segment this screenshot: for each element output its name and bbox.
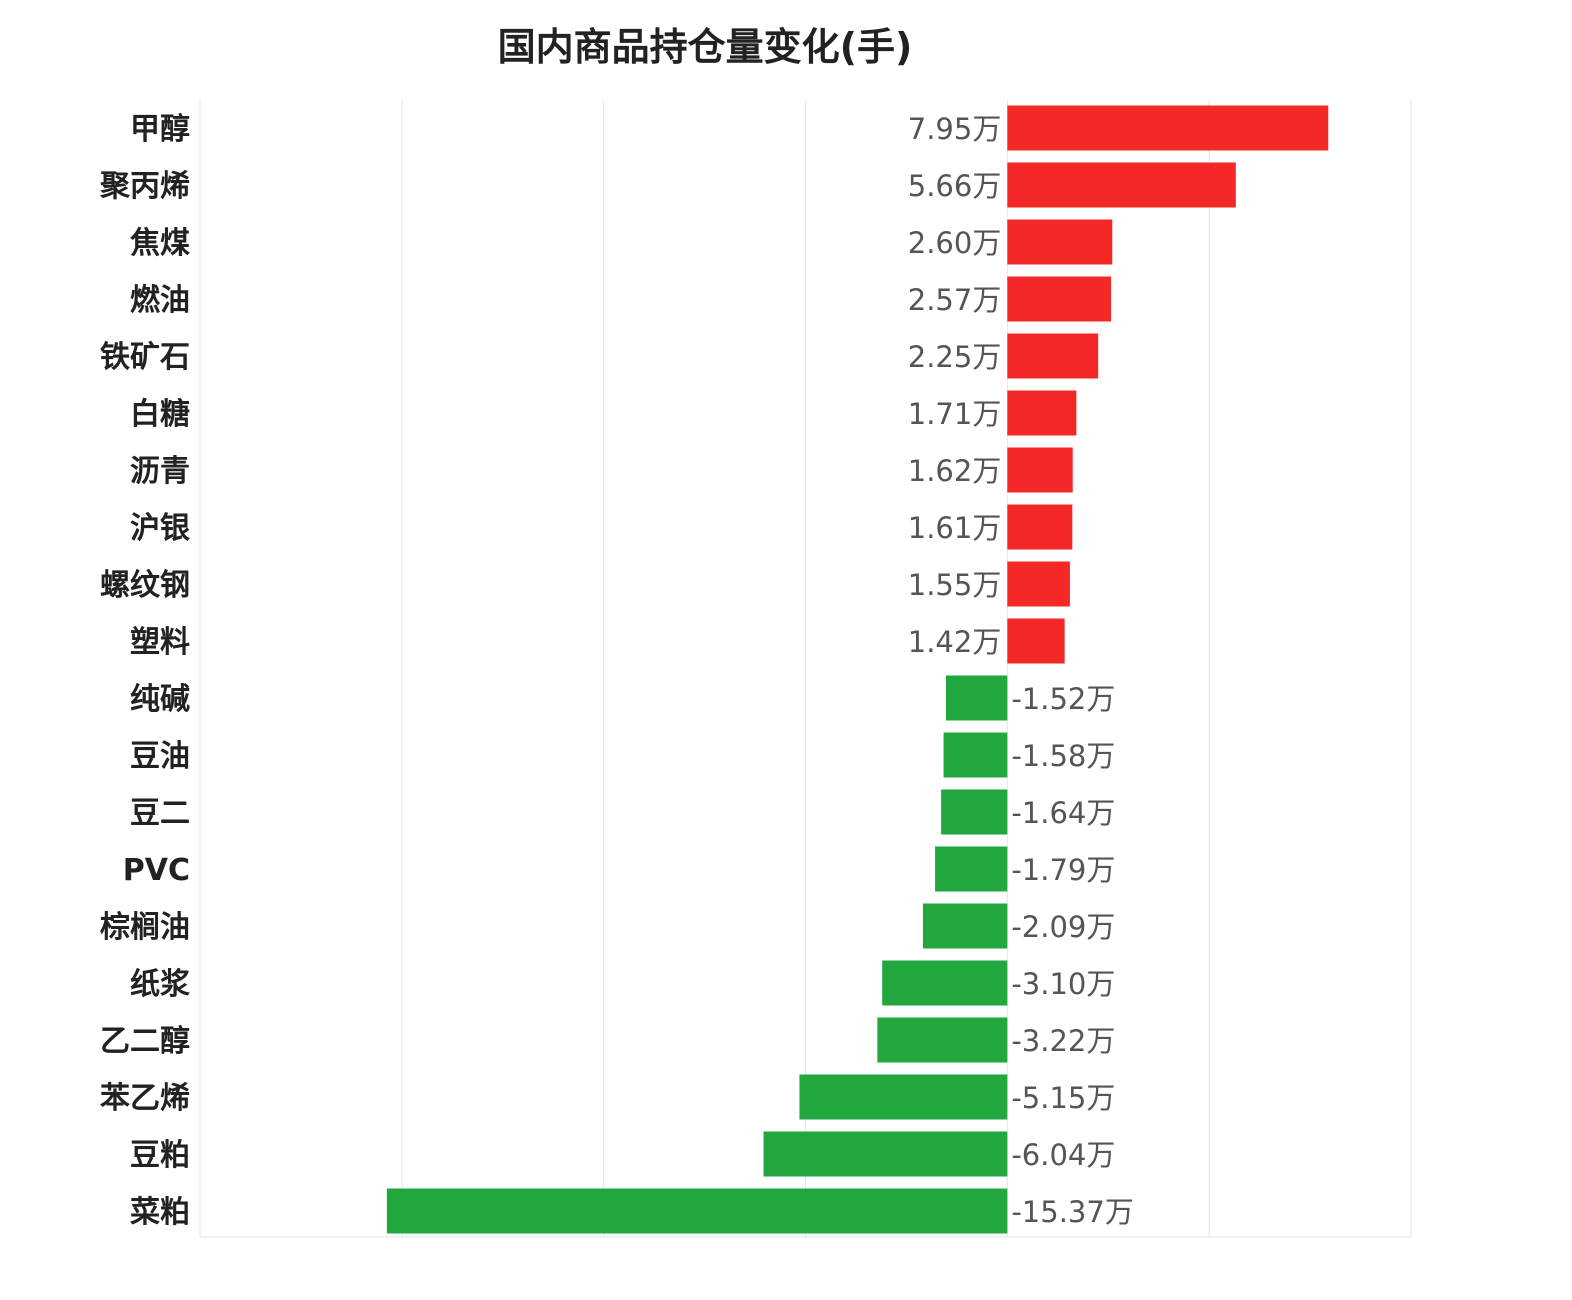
data-label: -6.04万 xyxy=(1011,1138,1115,1172)
bar xyxy=(1007,447,1073,493)
bar xyxy=(386,1188,1008,1234)
category-label: 甲醇 xyxy=(130,112,190,147)
category-label: 塑料 xyxy=(130,625,190,660)
bar xyxy=(1007,504,1073,550)
category-label: 聚丙烯 xyxy=(99,169,190,204)
data-label: 1.42万 xyxy=(908,625,1002,659)
category-label: 菜粕 xyxy=(130,1195,190,1230)
category-label: 螺纹钢 xyxy=(100,568,190,603)
data-label: 5.66万 xyxy=(908,169,1002,203)
category-label: 沥青 xyxy=(130,454,190,489)
data-label: 2.25万 xyxy=(908,340,1002,374)
bar xyxy=(1007,219,1113,265)
category-label: 沪银 xyxy=(130,511,190,546)
data-label: -1.52万 xyxy=(1011,682,1115,716)
category-label: 苯乙烯 xyxy=(100,1081,190,1116)
data-label: 2.57万 xyxy=(908,283,1002,317)
bar xyxy=(1007,618,1065,664)
data-label: -5.15万 xyxy=(1011,1081,1115,1115)
data-label: 1.61万 xyxy=(908,511,1002,545)
category-label: 豆粕 xyxy=(130,1138,190,1173)
bar xyxy=(1007,333,1099,379)
category-label: 乙二醇 xyxy=(100,1024,190,1059)
data-label: -3.10万 xyxy=(1011,967,1115,1001)
category-label: PVC xyxy=(123,853,190,888)
bar xyxy=(763,1131,1008,1177)
data-label: 2.60万 xyxy=(908,226,1002,260)
bar xyxy=(1007,276,1112,322)
bar xyxy=(1007,561,1070,607)
bar xyxy=(1007,105,1329,151)
category-label: 纯碱 xyxy=(130,682,190,717)
data-label: 7.95万 xyxy=(908,112,1002,146)
data-label: -1.58万 xyxy=(1011,739,1115,773)
bar xyxy=(935,846,1008,892)
data-label: -3.22万 xyxy=(1011,1024,1115,1058)
bar xyxy=(1007,390,1077,436)
chart-title: 国内商品持仓量变化(手) xyxy=(497,25,913,69)
bar xyxy=(877,1017,1008,1063)
data-label: 1.71万 xyxy=(908,397,1002,431)
data-label: 1.62万 xyxy=(908,454,1002,488)
category-label: 纸浆 xyxy=(130,967,190,1002)
category-label: 豆油 xyxy=(130,739,190,774)
data-label: -15.37万 xyxy=(1011,1195,1133,1229)
category-label: 棕榈油 xyxy=(100,910,190,945)
data-label: -1.79万 xyxy=(1011,853,1115,887)
bar xyxy=(882,960,1008,1006)
bar xyxy=(922,903,1008,949)
bar xyxy=(945,675,1008,721)
category-label: 铁矿石 xyxy=(100,340,190,375)
category-label: 燃油 xyxy=(130,283,190,318)
category-label: 焦煤 xyxy=(130,226,190,261)
bar xyxy=(943,732,1008,778)
category-label: 白糖 xyxy=(130,397,190,432)
category-label: 豆二 xyxy=(130,796,190,831)
bar xyxy=(799,1074,1008,1120)
bar xyxy=(1007,162,1236,208)
data-label: -2.09万 xyxy=(1011,910,1115,944)
bar xyxy=(941,789,1008,835)
data-label: -1.64万 xyxy=(1011,796,1115,830)
data-label: 1.55万 xyxy=(908,568,1002,602)
